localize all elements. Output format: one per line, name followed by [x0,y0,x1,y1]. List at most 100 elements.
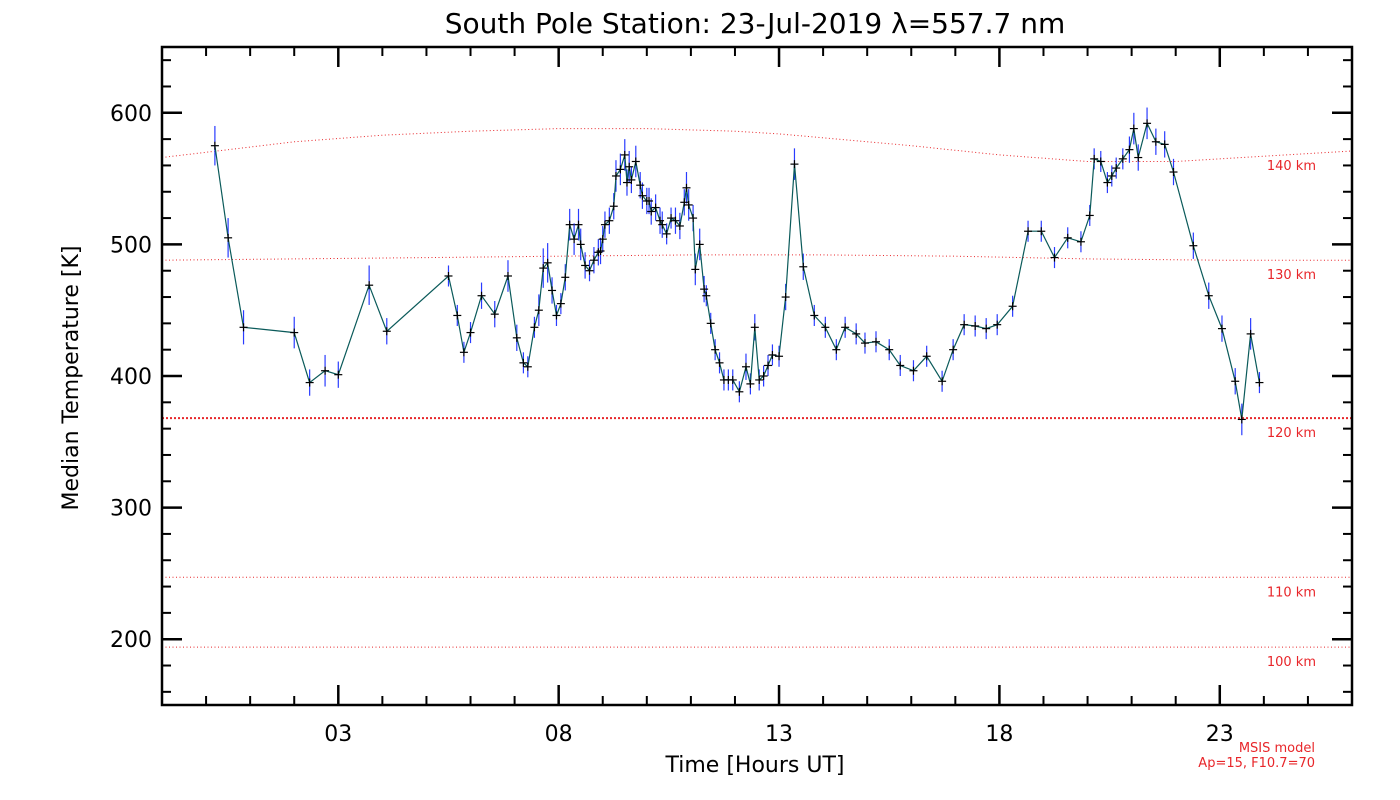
data-point [1050,253,1059,262]
data-point [581,261,590,270]
data-point [680,198,689,207]
data-point [534,306,543,315]
data-point [821,323,830,332]
data-point [616,165,625,174]
data-point [552,311,561,320]
data-point [755,375,764,384]
data-point [993,320,1002,329]
data-point [885,345,894,354]
data-point [1217,324,1226,333]
data-point [625,162,634,171]
data-point [1118,154,1127,163]
data-point [570,235,579,244]
data-point [1125,145,1134,154]
data-point [682,183,691,192]
data-point [543,258,552,267]
data-point [896,361,905,370]
data-point [1143,119,1152,128]
data-point [790,160,799,169]
data-point [519,358,528,367]
data-point [799,262,808,271]
data-point [490,310,499,319]
data-point [1134,153,1143,162]
data-point [466,328,475,337]
data-point [675,221,684,230]
data-point [949,345,958,354]
data-point [636,181,645,190]
msis-reference-curves [162,128,1352,648]
data-point [321,366,330,375]
altitude-label-120km: 120 km [1267,426,1316,441]
y-tick-label: 600 [110,102,152,127]
data-point [938,377,947,386]
altitude-label-130km: 130 km [1267,268,1316,283]
data-point [1103,178,1112,187]
data-point [1076,237,1085,246]
data-point [1231,377,1240,386]
data-point [810,311,819,320]
data-point [1024,227,1033,236]
data-point [444,271,453,280]
data-point [530,323,539,332]
data-point [746,379,755,388]
data-point [596,246,605,255]
data-point [702,291,711,300]
data-point [1169,168,1178,177]
data-point [971,321,980,330]
data-point [1237,415,1246,424]
x-axis-label: Time [Hours UT] [665,753,845,778]
data-point [706,319,715,328]
data-point [210,141,219,150]
data-point [598,235,607,244]
data-point [651,203,660,212]
x-tick-label: 18 [985,722,1013,747]
data-point [620,150,629,159]
chart-title: South Pole Station: 23-Jul-2019 λ=557.7 … [445,7,1066,40]
data-point [1204,291,1213,300]
data-point [1085,211,1094,220]
data-point [477,291,486,300]
data-point [382,327,391,336]
data-point [365,281,374,290]
data-point [334,370,343,379]
y-tick-label: 300 [110,497,152,522]
x-tick-label: 23 [1206,722,1234,747]
y-tick-label: 400 [110,365,152,390]
data-point [556,299,565,308]
axes: 03 08 13 18 23 200 300 400 500 600 [110,45,1354,747]
data-point [750,323,759,332]
data-point [1008,302,1017,311]
data-point [741,362,750,371]
data-point [305,378,314,387]
data-point [711,345,720,354]
altitude-label-110km: 110 km [1267,585,1316,600]
data-point [695,240,704,249]
altitude-labels: 140 km 130 km 120 km 110 km 100 km [1267,159,1316,670]
data-point [627,175,636,184]
data-point [605,216,614,225]
y-tick-label: 500 [110,233,152,258]
data-point [728,375,737,384]
msis-model-note: MSIS model [1239,741,1315,756]
data-point [689,214,698,223]
data-point [781,293,790,302]
data-point [1189,241,1198,250]
data-point [658,220,667,229]
data-point [1112,164,1121,173]
data-point [667,214,676,223]
data-point [860,339,869,348]
data-point [503,271,512,280]
x-tick-label: 08 [545,722,573,747]
data-point [539,264,548,273]
data-point [841,323,850,332]
data-point [691,265,700,274]
x-tick-label: 03 [324,722,352,747]
data-point [909,366,918,375]
data-point [960,320,969,329]
data-point [647,207,656,216]
data-point [523,362,532,371]
data-point [1246,329,1255,338]
temperature-series [210,107,1264,436]
data-point [548,286,557,295]
